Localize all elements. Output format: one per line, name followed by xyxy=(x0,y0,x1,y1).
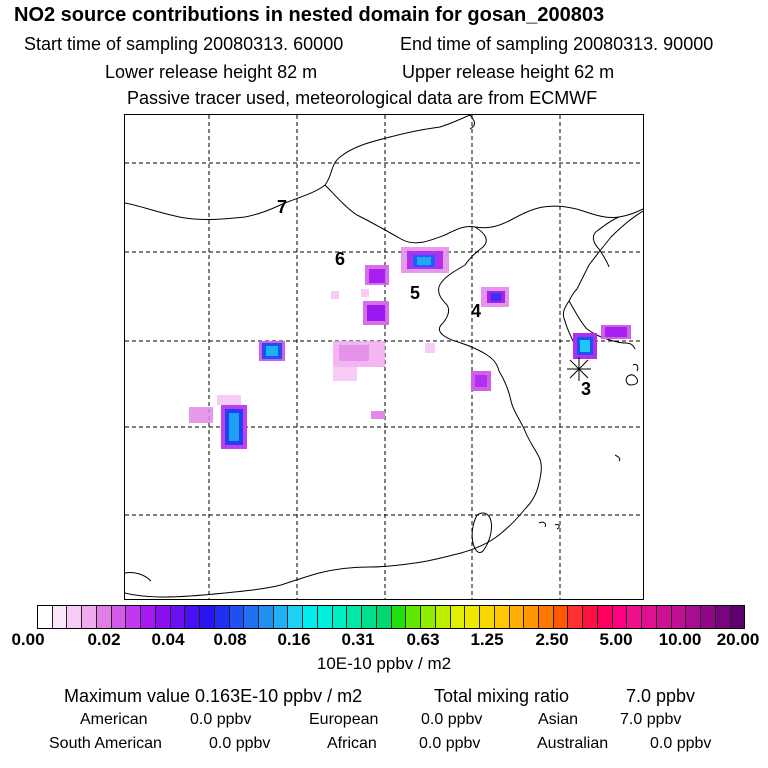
colorbar-segment xyxy=(671,606,687,628)
lower-release-height: Lower release height 82 m xyxy=(105,62,318,82)
source-value-australian: 0.0 ppbv xyxy=(650,735,712,752)
source-name-australian: Australian xyxy=(537,735,609,752)
colorbar-segment xyxy=(627,606,643,628)
end-time: End time of sampling 20080313. 90000 xyxy=(400,34,714,54)
colorbar-segment xyxy=(126,606,142,628)
colorbar-ticks: 0.00 0.02 0.04 0.08 0.16 0.31 0.63 1.25 … xyxy=(0,630,768,650)
tick-label: 0.02 xyxy=(87,630,121,649)
colorbar-segment xyxy=(67,606,83,628)
coastlines xyxy=(125,115,643,598)
source-name-south-american: South American xyxy=(49,735,162,752)
gridlines xyxy=(125,115,643,599)
source-name-asian: Asian xyxy=(538,711,579,728)
colorbar-segment xyxy=(715,606,731,628)
source-value-asian: 7.0 ppbv xyxy=(620,711,682,728)
colorbar xyxy=(37,605,745,629)
tick-label: 0.00 xyxy=(11,630,45,649)
colorbar-segment xyxy=(656,606,672,628)
colorbar-segment xyxy=(391,606,407,628)
colorbar-segment xyxy=(435,606,451,628)
colorbar-segment xyxy=(597,606,613,628)
tick-label: 20.00 xyxy=(716,630,760,649)
source-value-south-american: 0.0 ppbv xyxy=(209,735,271,752)
plume-patches xyxy=(189,247,631,449)
colorbar-segment xyxy=(155,606,171,628)
region-label-5: 5 xyxy=(410,283,420,303)
region-label-3: 3 xyxy=(581,379,591,399)
colorbar-segment xyxy=(141,606,156,628)
colorbar-segment xyxy=(524,606,539,628)
upper-release-height: Upper release height 62 m xyxy=(402,62,615,82)
colorbar-segment xyxy=(465,606,481,628)
colorbar-segment xyxy=(494,606,510,628)
colorbar-segment xyxy=(480,606,495,628)
source-value-american: 0.0 ppbv xyxy=(190,711,252,728)
tick-label: 0.63 xyxy=(406,630,440,649)
source-value-african: 0.0 ppbv xyxy=(419,735,481,752)
colorbar-segment xyxy=(730,606,745,628)
region-labels: 7 6 5 4 3 xyxy=(277,197,591,399)
colorbar-segment xyxy=(185,606,201,628)
colorbar-segment xyxy=(568,606,584,628)
region-label-7: 7 xyxy=(277,197,287,217)
colorbar-segment xyxy=(406,606,422,628)
tick-label: 0.31 xyxy=(341,630,375,649)
total-mixing-label: Total mixing ratio xyxy=(434,686,570,706)
tick-label: 10.00 xyxy=(658,630,702,649)
colorbar-segment xyxy=(244,606,260,628)
colorbar-segment xyxy=(538,606,554,628)
colorbar-segment xyxy=(288,606,304,628)
figure-title: NO2 source contributions in nested domai… xyxy=(14,4,605,26)
colorbar-segment xyxy=(421,606,436,628)
colorbar-segment xyxy=(273,606,289,628)
colorbar-unit: 10E-10 ppbv / m2 xyxy=(316,654,452,673)
tracer-note: Passive tracer used, meteorological data… xyxy=(127,88,598,108)
colorbar-segment xyxy=(362,606,377,628)
tick-label: 0.04 xyxy=(151,630,185,649)
source-name-african: African xyxy=(327,735,377,752)
maximum-value: Maximum value 0.163E-10 ppbv / m2 xyxy=(64,686,363,706)
tick-label: 0.16 xyxy=(277,630,311,649)
region-label-4: 4 xyxy=(471,301,481,321)
colorbar-segment xyxy=(509,606,525,628)
source-name-european: European xyxy=(309,711,379,728)
colorbar-segment xyxy=(642,606,657,628)
colorbar-segment xyxy=(259,606,274,628)
colorbar-segment xyxy=(170,606,186,628)
region-label-6: 6 xyxy=(335,249,345,269)
colorbar-segment xyxy=(96,606,112,628)
map-panel: 7 6 5 4 3 xyxy=(124,114,644,600)
source-value-european: 0.0 ppbv xyxy=(421,711,483,728)
total-mixing-value: 7.0 ppbv xyxy=(626,686,696,706)
tick-label: 2.50 xyxy=(535,630,569,649)
colorbar-segment xyxy=(347,606,363,628)
colorbar-segment xyxy=(214,606,230,628)
colorbar-segment xyxy=(612,606,628,628)
colorbar-segment xyxy=(111,606,127,628)
tick-label: 1.25 xyxy=(470,630,504,649)
colorbar-segment xyxy=(376,606,392,628)
colorbar-segment xyxy=(553,606,569,628)
colorbar-segment xyxy=(450,606,466,628)
start-time: Start time of sampling 20080313. 60000 xyxy=(24,34,344,54)
colorbar-segment xyxy=(200,606,215,628)
receptor-marker xyxy=(567,357,591,381)
colorbar-segment xyxy=(332,606,348,628)
tick-label: 5.00 xyxy=(599,630,633,649)
colorbar-segment xyxy=(38,606,53,628)
colorbar-segment xyxy=(686,606,702,628)
map-svg: 7 6 5 4 3 xyxy=(125,115,643,599)
source-name-american: American xyxy=(80,711,148,728)
colorbar-segment xyxy=(52,606,68,628)
colorbar-segment xyxy=(317,606,333,628)
colorbar-segment xyxy=(303,606,318,628)
tick-label: 0.08 xyxy=(213,630,247,649)
colorbar-segment xyxy=(701,606,716,628)
colorbar-segment xyxy=(229,606,245,628)
colorbar-segment xyxy=(82,606,97,628)
colorbar-segment xyxy=(583,606,598,628)
